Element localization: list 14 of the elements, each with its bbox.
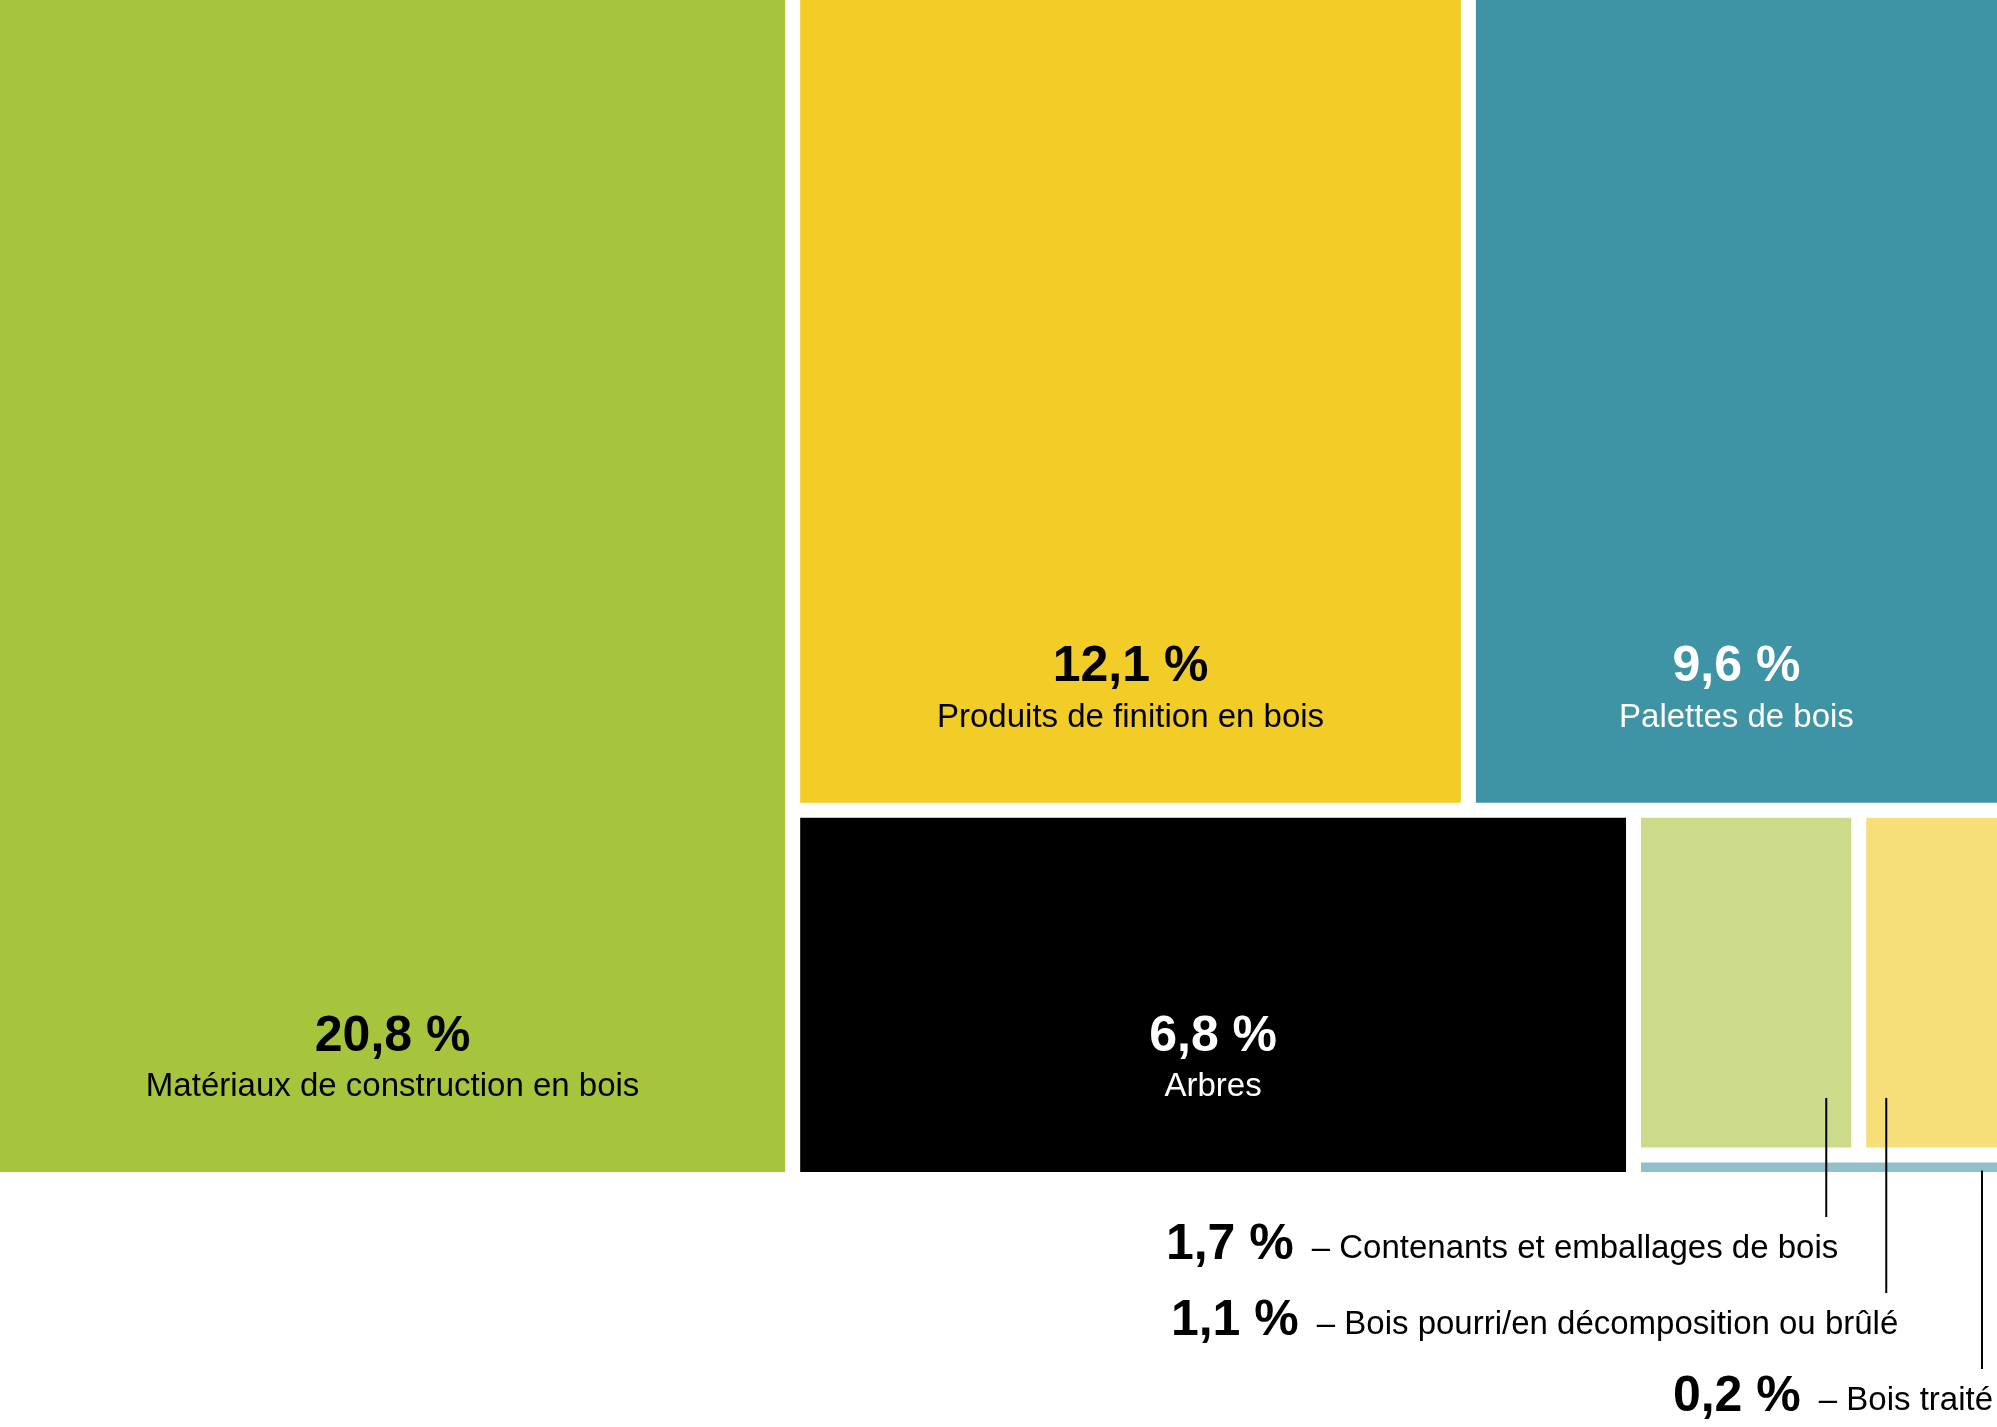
data-label: 12,1 % — [1052, 636, 1209, 693]
category-label: Produits de finition en bois — [937, 696, 1325, 734]
data-label: 20,8 % — [314, 1005, 471, 1062]
data-label: 9,6 % — [1672, 636, 1801, 693]
data-label: 0,2 % — [1672, 1365, 1801, 1422]
category-label: Matériaux de construction en bois — [145, 1066, 640, 1104]
category-label: Arbres — [1164, 1066, 1262, 1104]
data-label: 1,1 % — [1170, 1289, 1299, 1346]
category-label: – Bois pourri/en décomposition ou brûlé — [1316, 1304, 1899, 1342]
category-label: – Bois traité — [1818, 1380, 1993, 1418]
category-label: – Contenants et emballages de bois — [1311, 1228, 1839, 1266]
data-label: 6,8 % — [1149, 1005, 1278, 1062]
category-label: Palettes de bois — [1619, 696, 1854, 734]
data-label: 1,7 % — [1165, 1213, 1294, 1270]
